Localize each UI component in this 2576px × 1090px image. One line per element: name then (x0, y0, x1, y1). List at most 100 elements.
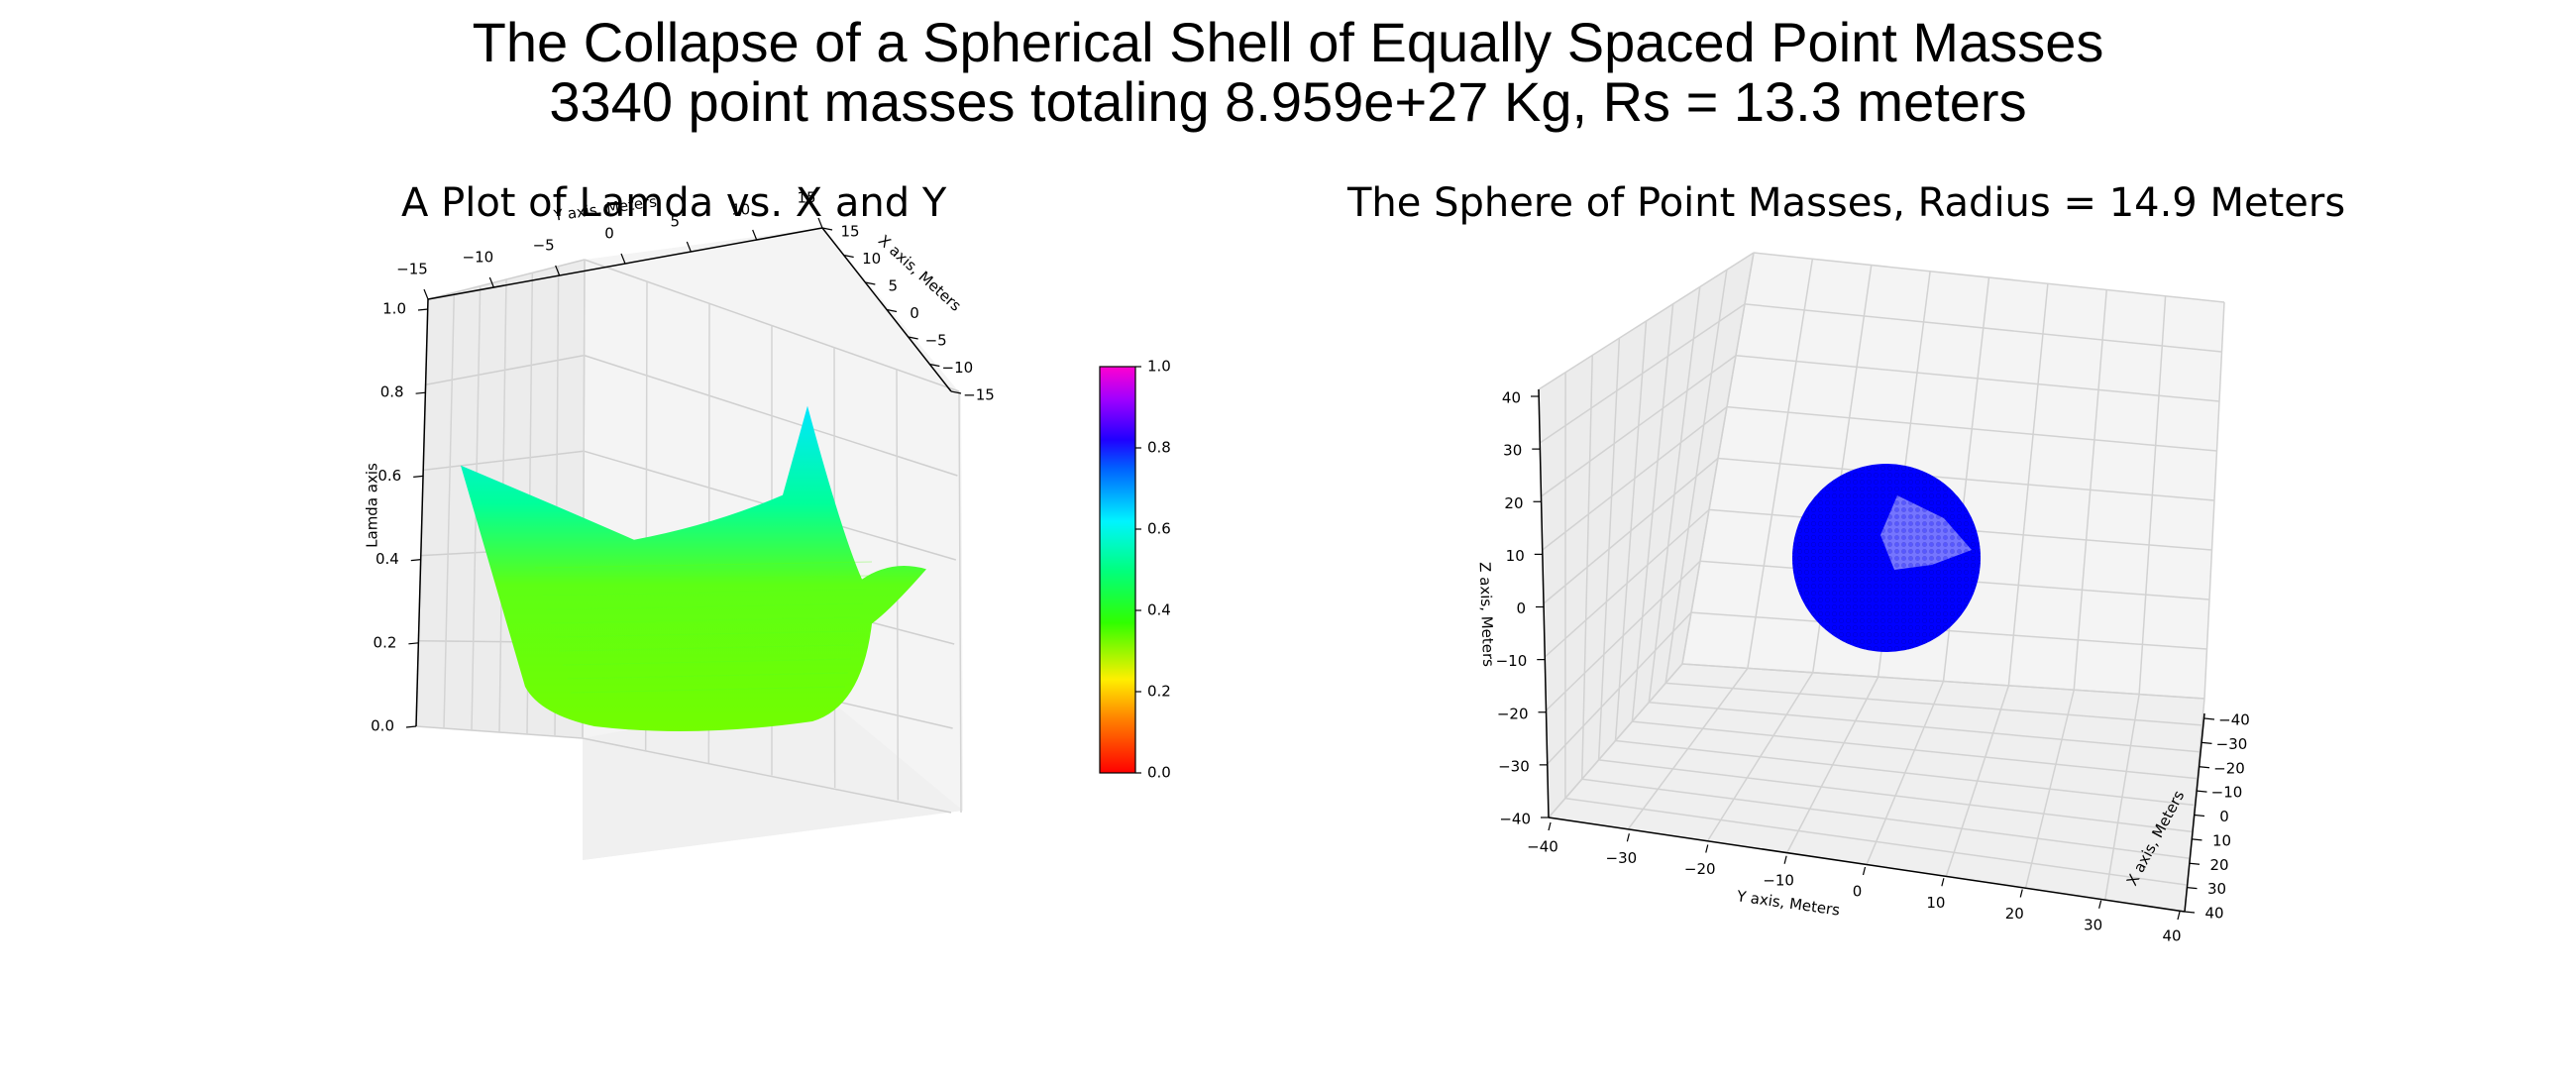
x-tick (2203, 717, 2215, 720)
x-tick (2201, 741, 2212, 744)
x-tick-label: 20 (2209, 856, 2228, 874)
x-tick (865, 281, 876, 285)
z-tick-label: 10 (1506, 547, 1525, 565)
y-tick-label: 10 (731, 201, 750, 219)
y-tick-label: 5 (671, 213, 681, 231)
y-tick-label: −40 (1527, 838, 1558, 856)
z-axis-line (415, 298, 429, 727)
y-tick-label: −10 (463, 249, 494, 267)
y-tick (686, 241, 692, 253)
y-tick-label: 0 (604, 225, 614, 243)
sphere-point-texture (1792, 464, 1981, 652)
grid-line (1681, 663, 2205, 700)
z-tick-label: −40 (1499, 811, 1531, 828)
y-tick (423, 288, 429, 300)
surface-band (566, 672, 849, 680)
z-tick-label: 0.6 (377, 467, 401, 485)
surface-band (570, 686, 846, 694)
y-tick-label: 10 (1926, 894, 1945, 912)
y-tick (752, 229, 758, 241)
x-tick (2197, 790, 2207, 793)
colorbar-tick-label: 0.4 (1147, 601, 1171, 619)
y-tick (620, 253, 626, 265)
x-axis-line (2184, 712, 2205, 913)
x-tick (821, 227, 833, 231)
grid-line (1648, 286, 1701, 703)
grid-line (1543, 457, 1719, 604)
grid-line (1690, 611, 2207, 650)
z-tick-label: 0.0 (371, 717, 394, 735)
y-tick-label: 20 (2005, 905, 2024, 923)
z-tick (417, 308, 429, 311)
y-tick-label: 15 (797, 189, 815, 207)
grid-line (2024, 690, 2075, 889)
figure-title-line1: The Collapse of a Spherical Shell of Equ… (472, 11, 2104, 73)
grid-line (2104, 694, 2140, 901)
grid-line (958, 390, 962, 814)
grid-line (1649, 702, 2200, 753)
y-tick (1705, 844, 1709, 853)
z-axis-label: Lamda axis (364, 463, 381, 548)
z-tick-label: 0.8 (380, 383, 404, 401)
x-tick (2184, 911, 2196, 914)
y-tick (2019, 889, 2023, 898)
x-tick-label: 15 (840, 223, 859, 241)
x-tick (908, 336, 918, 340)
colorbar-scale (1099, 366, 1136, 774)
y-tick (488, 276, 494, 288)
z-tick-label: −20 (1497, 705, 1529, 722)
y-tick-label: 40 (2162, 927, 2181, 945)
y-tick-label: −20 (1684, 860, 1716, 878)
grid-line (1632, 720, 2198, 780)
y-tick (1941, 878, 1945, 887)
z-axis-line (1538, 388, 1550, 818)
sphere-highlight-texture (1880, 495, 1972, 570)
grid-line (2007, 283, 2049, 686)
x-tick-label: 40 (2204, 905, 2223, 923)
z-tick-label: 20 (1504, 494, 1523, 512)
grid-line (1665, 682, 2202, 726)
z-tick-label: 0 (1516, 600, 1526, 617)
z-tick-label: 0.4 (376, 550, 399, 568)
z-tick-label: 0.2 (374, 633, 397, 651)
x-tick (2199, 766, 2210, 769)
x-tick-label: −10 (942, 359, 974, 377)
surface-band (558, 644, 855, 652)
y-tick (817, 217, 823, 229)
y-axis-line (1548, 817, 2186, 913)
grid-line (1548, 663, 1683, 818)
x-tick (2189, 862, 2200, 865)
colorbar-tick-label: 1.0 (1147, 358, 1171, 376)
y-tick (1783, 855, 1787, 864)
grid-line (2138, 295, 2167, 695)
x-tick-label: 10 (2212, 831, 2231, 849)
x-tick (929, 363, 940, 368)
y-tick-label: −15 (396, 261, 428, 278)
sphere-plot-title: The Sphere of Point Masses, Radius = 14.… (1347, 180, 2346, 226)
x-tick (886, 308, 898, 313)
z-tick-label: 30 (1503, 442, 1522, 460)
pane-floor (1549, 664, 2204, 912)
y-tick (2177, 911, 2181, 921)
surface-band (534, 561, 873, 569)
z-tick-label: −30 (1498, 757, 1530, 775)
sphere-plot-axes: −40 −30 −20 −10 0 10 20 30 40 Z axis, Meters −40 −3… (1476, 252, 2250, 945)
y-tick (555, 265, 561, 276)
y-tick-label: 30 (2084, 916, 2102, 933)
x-tick (2192, 838, 2202, 841)
z-tick (408, 642, 419, 645)
colorbar-tick-label: 0.0 (1147, 764, 1171, 782)
surface-band (562, 658, 852, 666)
y-tick-label: −5 (533, 237, 555, 255)
colorbar-tick-label: 0.8 (1147, 439, 1171, 457)
surface-band (554, 630, 858, 638)
x-tick-label: −20 (2213, 759, 2245, 777)
grid-line (582, 737, 952, 814)
lamda-surface (461, 405, 926, 731)
colorbar-tick-label: 0.6 (1147, 520, 1171, 538)
z-axis-label: Z axis, Meters (1476, 562, 1498, 668)
x-tick (2194, 814, 2205, 818)
surface-plot-title: A Plot of Lamda vs. X and Y (401, 180, 947, 226)
x-tick (950, 390, 962, 394)
